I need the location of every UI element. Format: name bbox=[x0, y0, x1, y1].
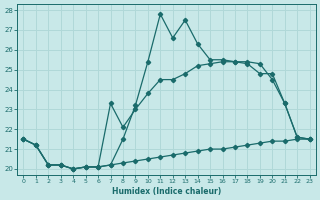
X-axis label: Humidex (Indice chaleur): Humidex (Indice chaleur) bbox=[112, 187, 221, 196]
